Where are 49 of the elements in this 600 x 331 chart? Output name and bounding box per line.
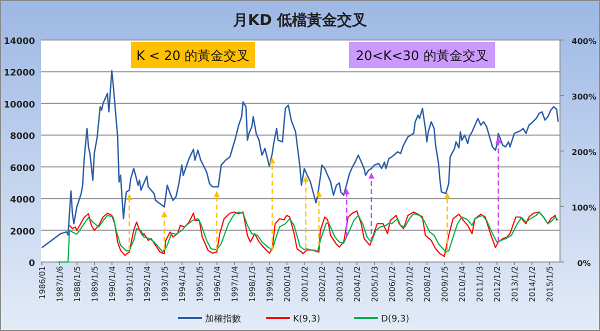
x-tick-label: 2012/1/2	[492, 266, 502, 302]
x-tick-label: 1993/1/5	[160, 266, 170, 302]
x-tick-label: 2007/1/2	[405, 266, 414, 302]
x-tick-label: 1997/1/4	[230, 266, 240, 302]
x-tick-label: 1994/1/4	[178, 266, 187, 302]
chart-title: 月KD 低檔黃金交叉	[232, 11, 368, 29]
x-tick-label: 1991/1/3	[125, 266, 134, 302]
legend-label: K(9,3)	[293, 314, 320, 324]
x-tick-label: 1999/1/5	[266, 266, 275, 302]
x-tick-label: 2014/1/2	[528, 266, 537, 302]
y-tick-label: 4000	[10, 196, 35, 206]
x-tick-label: 2004/1/2	[352, 266, 362, 302]
x-tick-label: 2010/1/4	[458, 266, 467, 302]
x-tick-label: 1987/1/6	[56, 266, 65, 302]
x-tick-label: 2002/1/2	[318, 266, 327, 302]
x-tick-label: 1992/1/4	[142, 266, 152, 302]
x-tick-label: 1998/1/3	[248, 266, 257, 302]
x-tick-label: 1989/1/5	[90, 266, 100, 302]
x-tick-label: 2009/1/5	[440, 266, 450, 302]
x-tick-label: 1990/1/4	[108, 266, 117, 302]
y2-tick-label: 300%	[572, 92, 596, 102]
x-tick-label: 2008/1/2	[422, 266, 432, 302]
x-tick-label: 1986/01	[38, 266, 47, 300]
y2-tick-label: 400%	[572, 37, 596, 46]
y2-tick-label: 0%	[577, 259, 591, 268]
legend-label: D(9,3)	[381, 314, 410, 324]
annotation: K < 20 的黃金交叉	[136, 48, 250, 64]
y-tick-label: 10000	[4, 100, 35, 110]
y-tick-label: 6000	[10, 164, 35, 174]
y2-tick-label: 200%	[572, 148, 596, 157]
y2-tick-label: 100%	[572, 204, 596, 212]
x-tick-label: 2015/1/5	[546, 266, 555, 302]
x-tick-label: 2003/1/2	[335, 266, 344, 302]
y-tick-label: 8000	[10, 132, 35, 142]
legend-label: 加權指數	[205, 314, 241, 324]
y-tick-label: 2000	[10, 227, 35, 238]
x-tick-label: 2006/1/2	[388, 266, 397, 302]
x-tick-label: 1988/1/5	[72, 266, 82, 302]
x-tick-label: 2001/1/2	[300, 266, 310, 302]
x-tick-label: 1996/1/4	[212, 266, 222, 302]
y-tick-label: 12000	[4, 68, 35, 79]
x-tick-label: 2000/1/4	[282, 266, 292, 302]
y-tick-label: 0	[28, 259, 35, 269]
x-tick-label: 2005/1/3	[370, 266, 380, 302]
x-tick-label: 1995/1/5	[196, 266, 204, 302]
y-tick-label: 14000	[4, 37, 35, 47]
x-tick-label: 2011/1/3	[475, 266, 484, 302]
annotation: 20<K<30 的黃金交叉	[356, 48, 488, 64]
x-tick-label: 2013/1/2	[510, 266, 520, 302]
